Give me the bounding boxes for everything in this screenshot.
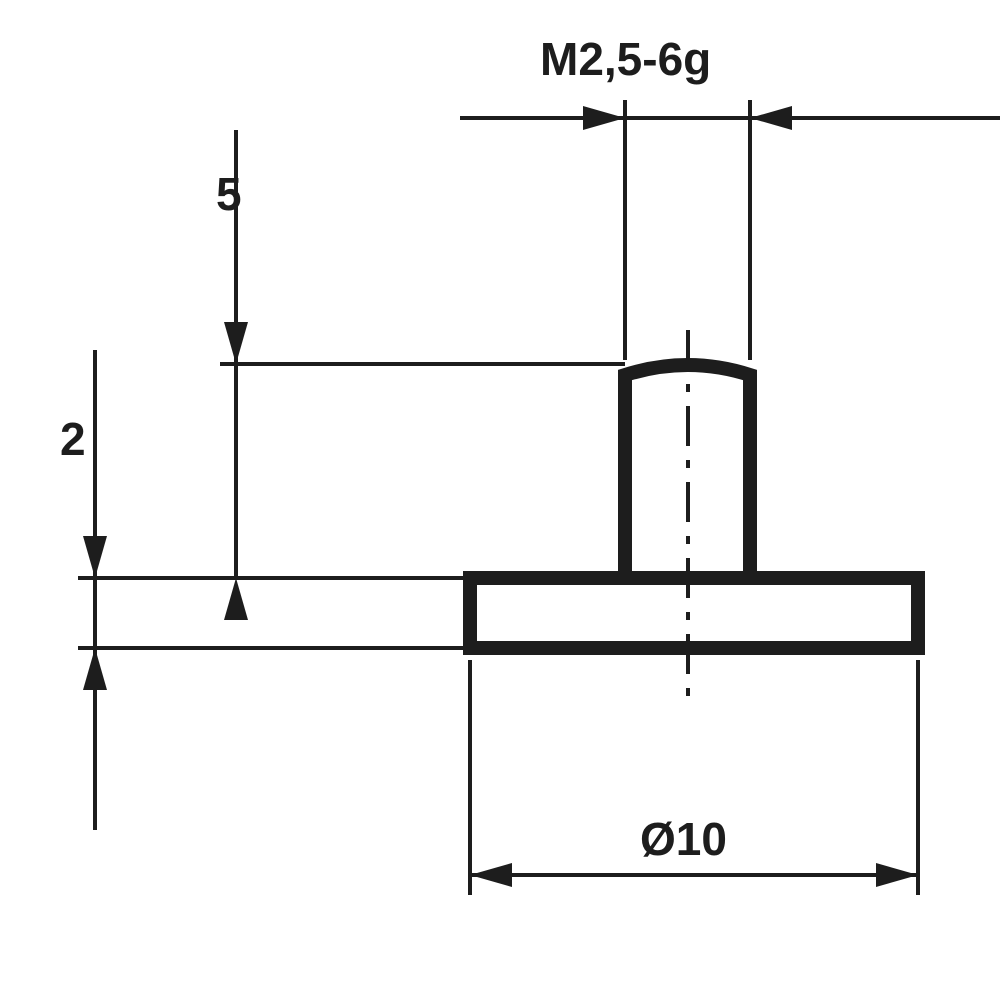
arrow-dia-left: [470, 863, 512, 887]
arrow-thread-right: [750, 106, 792, 130]
arrow-2-bot: [83, 648, 107, 690]
arrow-thread-left: [583, 106, 625, 130]
label-dia: Ø10: [640, 813, 727, 865]
base-plate: [470, 578, 918, 648]
label-thread: M2,5-6g: [540, 33, 711, 85]
arrow-5-top: [224, 322, 248, 364]
arrow-2-top: [83, 536, 107, 578]
label-2: 2: [60, 413, 86, 465]
threaded-shaft: [625, 365, 750, 578]
arrow-5-bot: [224, 578, 248, 620]
label-5: 5: [216, 168, 242, 220]
arrow-dia-right: [876, 863, 918, 887]
technical-drawing: M2,5-6g 5 2 Ø10: [0, 0, 1000, 1000]
